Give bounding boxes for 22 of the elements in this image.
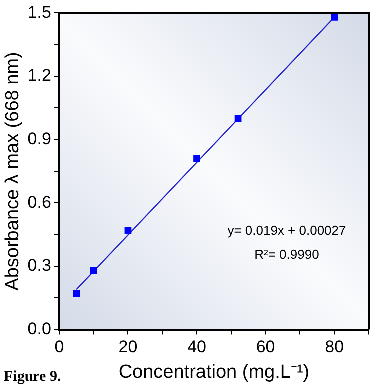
x-tick-label: 80 [325, 338, 344, 357]
y-tick-label: 0.0 [28, 319, 52, 338]
point [194, 155, 200, 162]
x-tick-label: 40 [188, 338, 206, 357]
y-tick-label: 1.2 [28, 66, 52, 86]
point [331, 14, 338, 21]
annotation: R²= 0.9990 [254, 246, 320, 262]
y-axis-title: Absorbance λ max (668 nm) [2, 52, 24, 291]
y-tick-label: 0.9 [28, 130, 52, 149]
y-tick-label: 0.6 [28, 192, 52, 212]
x-tick-label: 0 [54, 338, 64, 357]
point [234, 115, 242, 122]
annotation: y= 0.019x + 0.00027 [228, 222, 346, 238]
point [124, 227, 132, 234]
y-tick-label: 1.5 [28, 2, 52, 22]
point [73, 290, 80, 298]
x-tick-label: 60 [256, 338, 276, 357]
point [90, 267, 98, 274]
caption: Figure 9. [4, 369, 62, 385]
x-axis-title: Concentration (mg.L⁻¹) [118, 362, 310, 383]
x-tick-label: 20 [118, 338, 138, 357]
y-tick-label: 0.3 [28, 256, 52, 276]
